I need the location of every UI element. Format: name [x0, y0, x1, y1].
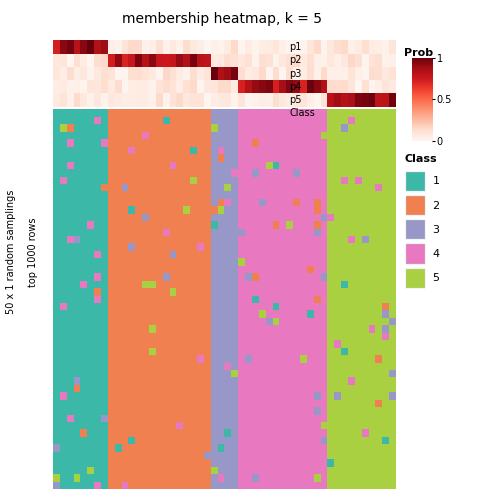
Text: 4: 4 — [432, 249, 439, 259]
Text: p5: p5 — [289, 95, 302, 105]
Text: 2: 2 — [432, 201, 439, 211]
Text: Class: Class — [289, 108, 315, 118]
Text: 5: 5 — [432, 273, 439, 283]
Text: 50 x 1 random samplings: 50 x 1 random samplings — [6, 190, 16, 314]
Text: p4: p4 — [289, 82, 302, 92]
Text: p1: p1 — [289, 42, 302, 52]
Text: membership heatmap, k = 5: membership heatmap, k = 5 — [122, 12, 322, 26]
Text: 1: 1 — [432, 176, 439, 186]
Text: 3: 3 — [432, 225, 439, 235]
Text: top 1000 rows: top 1000 rows — [28, 217, 38, 287]
Text: Class: Class — [404, 154, 437, 164]
Text: Prob: Prob — [404, 48, 433, 58]
Text: p2: p2 — [289, 55, 302, 65]
Text: p3: p3 — [289, 69, 302, 79]
